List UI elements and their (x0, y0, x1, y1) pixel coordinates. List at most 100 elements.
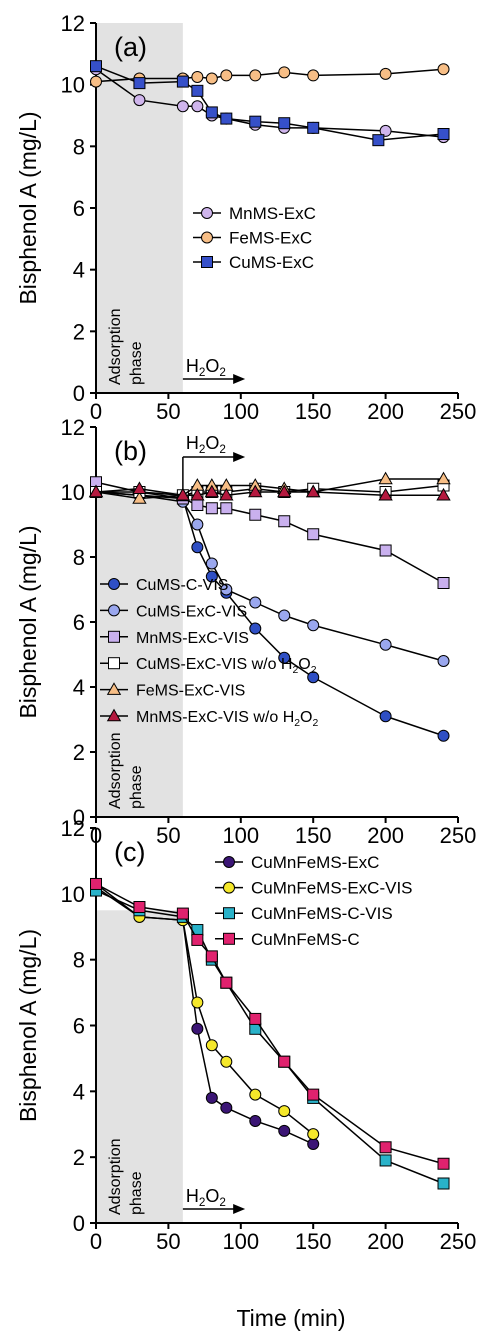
panel-a-series-1-point-0 (90, 75, 102, 88)
panel-a-panel-label: (a) (114, 32, 147, 62)
panel-c-xtick-label-50: 50 (156, 1229, 180, 1254)
panel-c-adsorption-label: Adsorption phase (107, 1139, 145, 1216)
panel-c-series-3-point-0 (90, 877, 102, 890)
panel-c-ytick-label-4: 4 (73, 1079, 85, 1104)
panel-b-series-2-point-9 (379, 544, 392, 557)
panel-c-series-0-point-6 (249, 1114, 262, 1127)
panel-b-series-5-point-10 (436, 487, 451, 501)
panel-a-ytick-label-6: 6 (73, 196, 85, 221)
panel-b-series-1-point-4 (205, 557, 218, 570)
panel-b-ytick-label-4: 4 (73, 675, 85, 700)
panel-b-y-axis-label: Bisphenol A (mg/L) (15, 525, 41, 718)
panel-b-ytick-label-2: 2 (73, 740, 85, 765)
panel-b-ytick-label-0: 0 (73, 805, 85, 830)
panel-b-ytick-label-8: 8 (73, 545, 85, 570)
panel-a-series-1-point-10 (437, 63, 450, 76)
panel-b-xtick-label-250: 250 (440, 823, 477, 848)
panel-b-legend-entry-4-label: FeMS-ExC-VIS (136, 683, 245, 700)
panel-b-adsorption-line-1: Adsorption (107, 733, 124, 810)
panel-c-xtick-label-250: 250 (440, 1229, 477, 1254)
panel-b-series-2-point-4 (205, 502, 218, 515)
panel-b-series-5-point-6 (248, 484, 263, 498)
panel-a-xtick-label-250: 250 (440, 399, 477, 424)
panel-b-series-0-point-10 (437, 729, 450, 742)
panel-c-series-1-point-4 (205, 1039, 218, 1052)
panel-b-legend: CuMS-C-VIS CuMS-ExC-VIS MnMS-ExC-VIS CuMS-E… (100, 577, 318, 729)
panel-a-xtick-label-200: 200 (367, 399, 404, 424)
panel-b-series-0-point-7 (278, 651, 291, 664)
panel-a-ytick-label-2: 2 (73, 319, 85, 344)
panel-b-series-5-point-9 (378, 487, 393, 501)
panel-a-adsorption-label: Adsorption phase (107, 309, 145, 386)
panel-a-series-2 (90, 60, 450, 147)
panel-a-series-2-point-7 (278, 117, 291, 130)
panel-b-series-5-point-3 (190, 487, 205, 501)
panel-a-ytick-label-12: 12 (61, 11, 85, 36)
panel-a-h2o2-label-sub2: 2 (219, 366, 226, 379)
panel-b-series-1-point-8 (307, 619, 320, 632)
panel-b-legend-entry-3-label-sub1: 2 (292, 665, 298, 676)
panel-a-ytick-label-10: 10 (61, 73, 85, 98)
panel-a-ytick-label-0: 0 (73, 381, 85, 406)
panel-c-series-1-point-8 (307, 1128, 320, 1141)
panel-c-series-0-point-3 (191, 1022, 204, 1035)
panel-c-series-3-point-10 (437, 1157, 450, 1170)
panel-b-series-2-point-7 (278, 515, 291, 528)
panel-a-h2o2-label-sub1: 2 (199, 366, 206, 379)
panel-b-legend-entry-0-marker (108, 578, 120, 590)
panel-a-y-axis-label: Bisphenol A (mg/L) (15, 111, 41, 304)
panel-c-ytick-label-0: 0 (73, 1211, 85, 1236)
panel-b-series-4-point-1 (132, 491, 147, 504)
panel-c-legend-entry-3-label: CuMnFeMS-C (251, 930, 360, 949)
panel-b-series-5-point-2 (175, 487, 191, 501)
panel-c-series-0-point-5 (220, 1101, 233, 1114)
panel-b-ytick-label-12: 12 (61, 415, 85, 440)
panel-c-series-3-point-7 (278, 1055, 291, 1068)
panel-b-series-4-point-10 (436, 471, 451, 485)
panel-b-h2o2-label-sub1: 2 (199, 443, 206, 456)
panel-c-series-2-point-10 (437, 1177, 450, 1190)
panel-b-legend-entry-5-label-base: MnMS-ExC-VIS w/o H (136, 709, 294, 726)
panel-a-series-1-point-8 (307, 69, 320, 82)
panel-b-adsorption-region (96, 492, 183, 817)
panel-b-legend-entry-3-label-sub2: 2 (311, 665, 317, 676)
panel-a-xtick-label-50: 50 (156, 399, 180, 424)
panel-c-series-3-point-8 (307, 1088, 320, 1101)
panel-c-xtick-label-100: 100 (222, 1229, 259, 1254)
panel-b-xtick-label-150: 150 (295, 823, 332, 848)
panel-c-legend: CuMnFeMS-ExC CuMnFeMS-ExC-VIS CuMnFeMS-C-V… (215, 853, 413, 949)
panel-c-legend-entry-2-marker (223, 907, 235, 920)
panel-c-series-3-point-2 (176, 907, 189, 920)
panel-c-adsorption-region (96, 910, 183, 1223)
panel-c-h2o2-label-base: H (186, 1186, 199, 1206)
panel-b-legend-entry-5-marker (106, 708, 122, 722)
panel-b-adsorption-line-2: phase (128, 765, 145, 809)
panel-c-h2o2-label-sub2: 2 (219, 1196, 226, 1209)
panel-b-legend-entry-0-label: CuMS-C-VIS (136, 577, 228, 594)
panel-c-h2o2-label: H2O2 (186, 1186, 226, 1209)
panel-c-xtick-label-150: 150 (295, 1229, 332, 1254)
panel-c-series-2-point-9 (379, 1154, 392, 1167)
panel-c-adsorption-line-2: phase (128, 1171, 145, 1215)
panel-b-adsorption-label: Adsorption phase (107, 733, 145, 810)
panel-a-legend-entry-0-label: MnMS-ExC (229, 204, 316, 223)
panel-b-legend-entry-3-label-mid: O (298, 656, 310, 673)
panel-c-series-3-point-9 (379, 1141, 392, 1154)
panel-c-legend-entry-1-marker (223, 881, 235, 894)
panel-b-legend-entry-5-label-sub1: 2 (294, 718, 300, 729)
panel-a-series-1-point-7 (278, 66, 291, 79)
panel-a-series-2-point-5 (220, 112, 233, 125)
panel-a-legend: MnMS-ExC FeMS-ExC CuMS-ExC (193, 204, 316, 272)
panel-b: Adsorptionphase024681012050100150200250B… (15, 415, 476, 848)
panel-c-ytick-label-6: 6 (73, 1014, 85, 1039)
panel-b-series-2-point-8 (307, 528, 320, 541)
panel-b-xtick-label-100: 100 (222, 823, 259, 848)
panel-b-series-1-point-5 (220, 583, 233, 596)
panel-b-xtick-label-50: 50 (156, 823, 180, 848)
panel-a-series-0-point-3 (191, 100, 204, 113)
panel-b-series-2-point-5 (220, 502, 233, 515)
panel-a-h2o2-arrow-head (233, 374, 246, 384)
panel-c-series-0-point-7 (278, 1124, 291, 1137)
panel-c-legend-entry-0-label: CuMnFeMS-ExC (251, 853, 379, 872)
